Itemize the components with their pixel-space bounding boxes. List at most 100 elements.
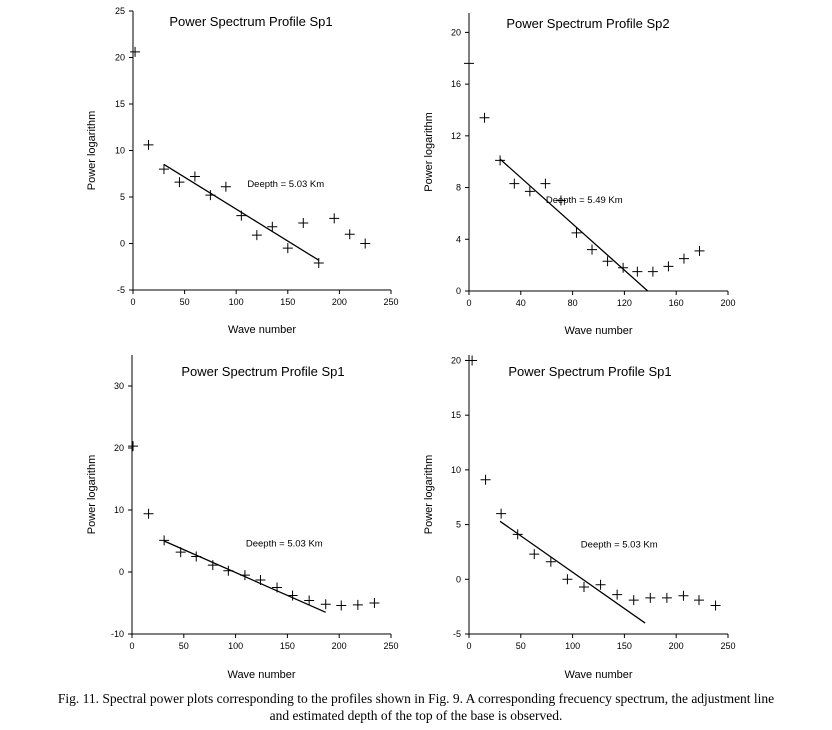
data-point [524, 186, 535, 197]
data-point [496, 508, 507, 519]
chart-3: 0 50 100 150 200 250 -10 0 10 20 30 Power Spectrum … [86, 355, 399, 681]
data-point [710, 600, 721, 611]
data-point [645, 592, 656, 603]
x-tick-label: 250 [383, 297, 398, 307]
x-tick-label: 120 [617, 298, 632, 308]
data-point [595, 579, 606, 590]
y-tick-label: 10 [451, 465, 461, 475]
y-axis-label: Power logarithm [86, 111, 98, 190]
y-tick-label: 15 [451, 410, 461, 420]
fit-line [499, 520, 646, 624]
data-point [255, 575, 266, 586]
data-point [529, 549, 540, 560]
data-point [545, 556, 556, 567]
data-point [287, 590, 298, 601]
x-tick-label: 0 [129, 641, 134, 651]
data-point [540, 178, 551, 189]
data-point [191, 551, 202, 562]
data-point [647, 266, 658, 277]
depth-annotation: Deepth = 5.49 Km [546, 195, 623, 206]
data-point [587, 244, 598, 255]
y-tick-label: 8 [456, 183, 461, 193]
chart-title: Power Spectrum Profile Sp1 [508, 364, 671, 379]
data-point [313, 258, 324, 269]
depth-annotation: Deepth = 5.03 Km [246, 539, 323, 550]
y-tick-label: 20 [451, 355, 461, 365]
data-point [628, 595, 639, 606]
y-tick-label: -10 [111, 629, 124, 639]
figure-caption: Fig. 11. Spectral power plots correspond… [0, 690, 832, 724]
data-point [678, 253, 689, 264]
depth-annotation: Deepth = 5.03 Km [247, 179, 324, 190]
chart-2: 0 40 80 120 160 200 0 4 8 12 16 20 Power Spectrum Pr… [423, 13, 736, 337]
data-point [632, 266, 643, 277]
x-axis-label: Wave number [564, 325, 632, 337]
y-tick-label: 4 [456, 234, 461, 244]
data-point [336, 600, 347, 611]
y-axis-label: Power logarithm [423, 455, 435, 534]
x-tick-label: 160 [669, 298, 684, 308]
y-tick-label: 20 [114, 443, 124, 453]
x-tick-label: 50 [516, 641, 526, 651]
x-tick-label: 150 [617, 641, 632, 651]
y-tick-label: 15 [115, 99, 125, 109]
data-point [694, 245, 705, 256]
x-tick-label: 250 [720, 641, 735, 651]
y-tick-label: 30 [114, 381, 124, 391]
x-tick-label: 0 [466, 298, 471, 308]
x-tick-label: 50 [179, 641, 189, 651]
chart-title: Power Spectrum Profile Sp2 [506, 16, 669, 31]
y-tick-label: 25 [115, 6, 125, 16]
data-point [464, 58, 474, 69]
chart-title: Power Spectrum Profile Sp1 [181, 364, 344, 379]
caption-line-1: Fig. 11. Spectral power plots correspond… [57, 691, 775, 706]
data-point [128, 441, 139, 452]
chart-4: 0 50 100 150 200 250 -5 0 5 10 15 20 Power Spectrum … [423, 355, 736, 681]
y-tick-label: 10 [114, 505, 124, 515]
data-point [602, 256, 613, 267]
y-tick-label: 12 [451, 131, 461, 141]
data-point [320, 599, 331, 610]
x-tick-label: 200 [669, 641, 684, 651]
y-tick-label: 0 [456, 574, 461, 584]
data-point [159, 535, 170, 546]
y-tick-label: 20 [451, 27, 461, 37]
data-point [329, 213, 340, 224]
data-point [663, 261, 674, 272]
data-point [298, 218, 309, 229]
data-point [562, 574, 573, 585]
data-point [578, 581, 589, 592]
x-tick-label: 200 [332, 297, 347, 307]
data-point [158, 164, 169, 175]
data-point [272, 582, 283, 593]
data-point [495, 155, 506, 166]
figure-panel: 0 50 100 150 200 250 -5 0 5 10 15 20 25 Power Spectru… [86, 6, 736, 681]
data-point [512, 529, 523, 540]
data-point [352, 599, 363, 610]
x-tick-label: 50 [180, 297, 190, 307]
data-point [174, 177, 185, 188]
x-tick-label: 80 [568, 298, 578, 308]
data-point [467, 355, 478, 366]
data-point [360, 238, 371, 249]
y-tick-label: 5 [456, 520, 461, 530]
data-point [571, 227, 582, 238]
x-tick-label: 200 [332, 641, 347, 651]
x-tick-label: 0 [466, 641, 471, 651]
data-point [661, 592, 672, 603]
y-tick-label: 16 [451, 79, 461, 89]
y-tick-label: 20 [115, 53, 125, 63]
data-point [175, 547, 186, 558]
data-point [618, 262, 629, 273]
y-axis-label: Power logarithm [86, 455, 98, 534]
x-axis-label: Wave number [564, 669, 632, 681]
chart-title: Power Spectrum Profile Sp1 [169, 14, 332, 29]
data-point [555, 195, 566, 206]
y-tick-label: 0 [119, 567, 124, 577]
data-point [612, 589, 623, 600]
y-tick-label: -5 [453, 629, 461, 639]
caption-line-2: and estimated depth of the top of the ba… [269, 708, 563, 723]
data-point [220, 181, 231, 192]
data-point [251, 230, 262, 241]
